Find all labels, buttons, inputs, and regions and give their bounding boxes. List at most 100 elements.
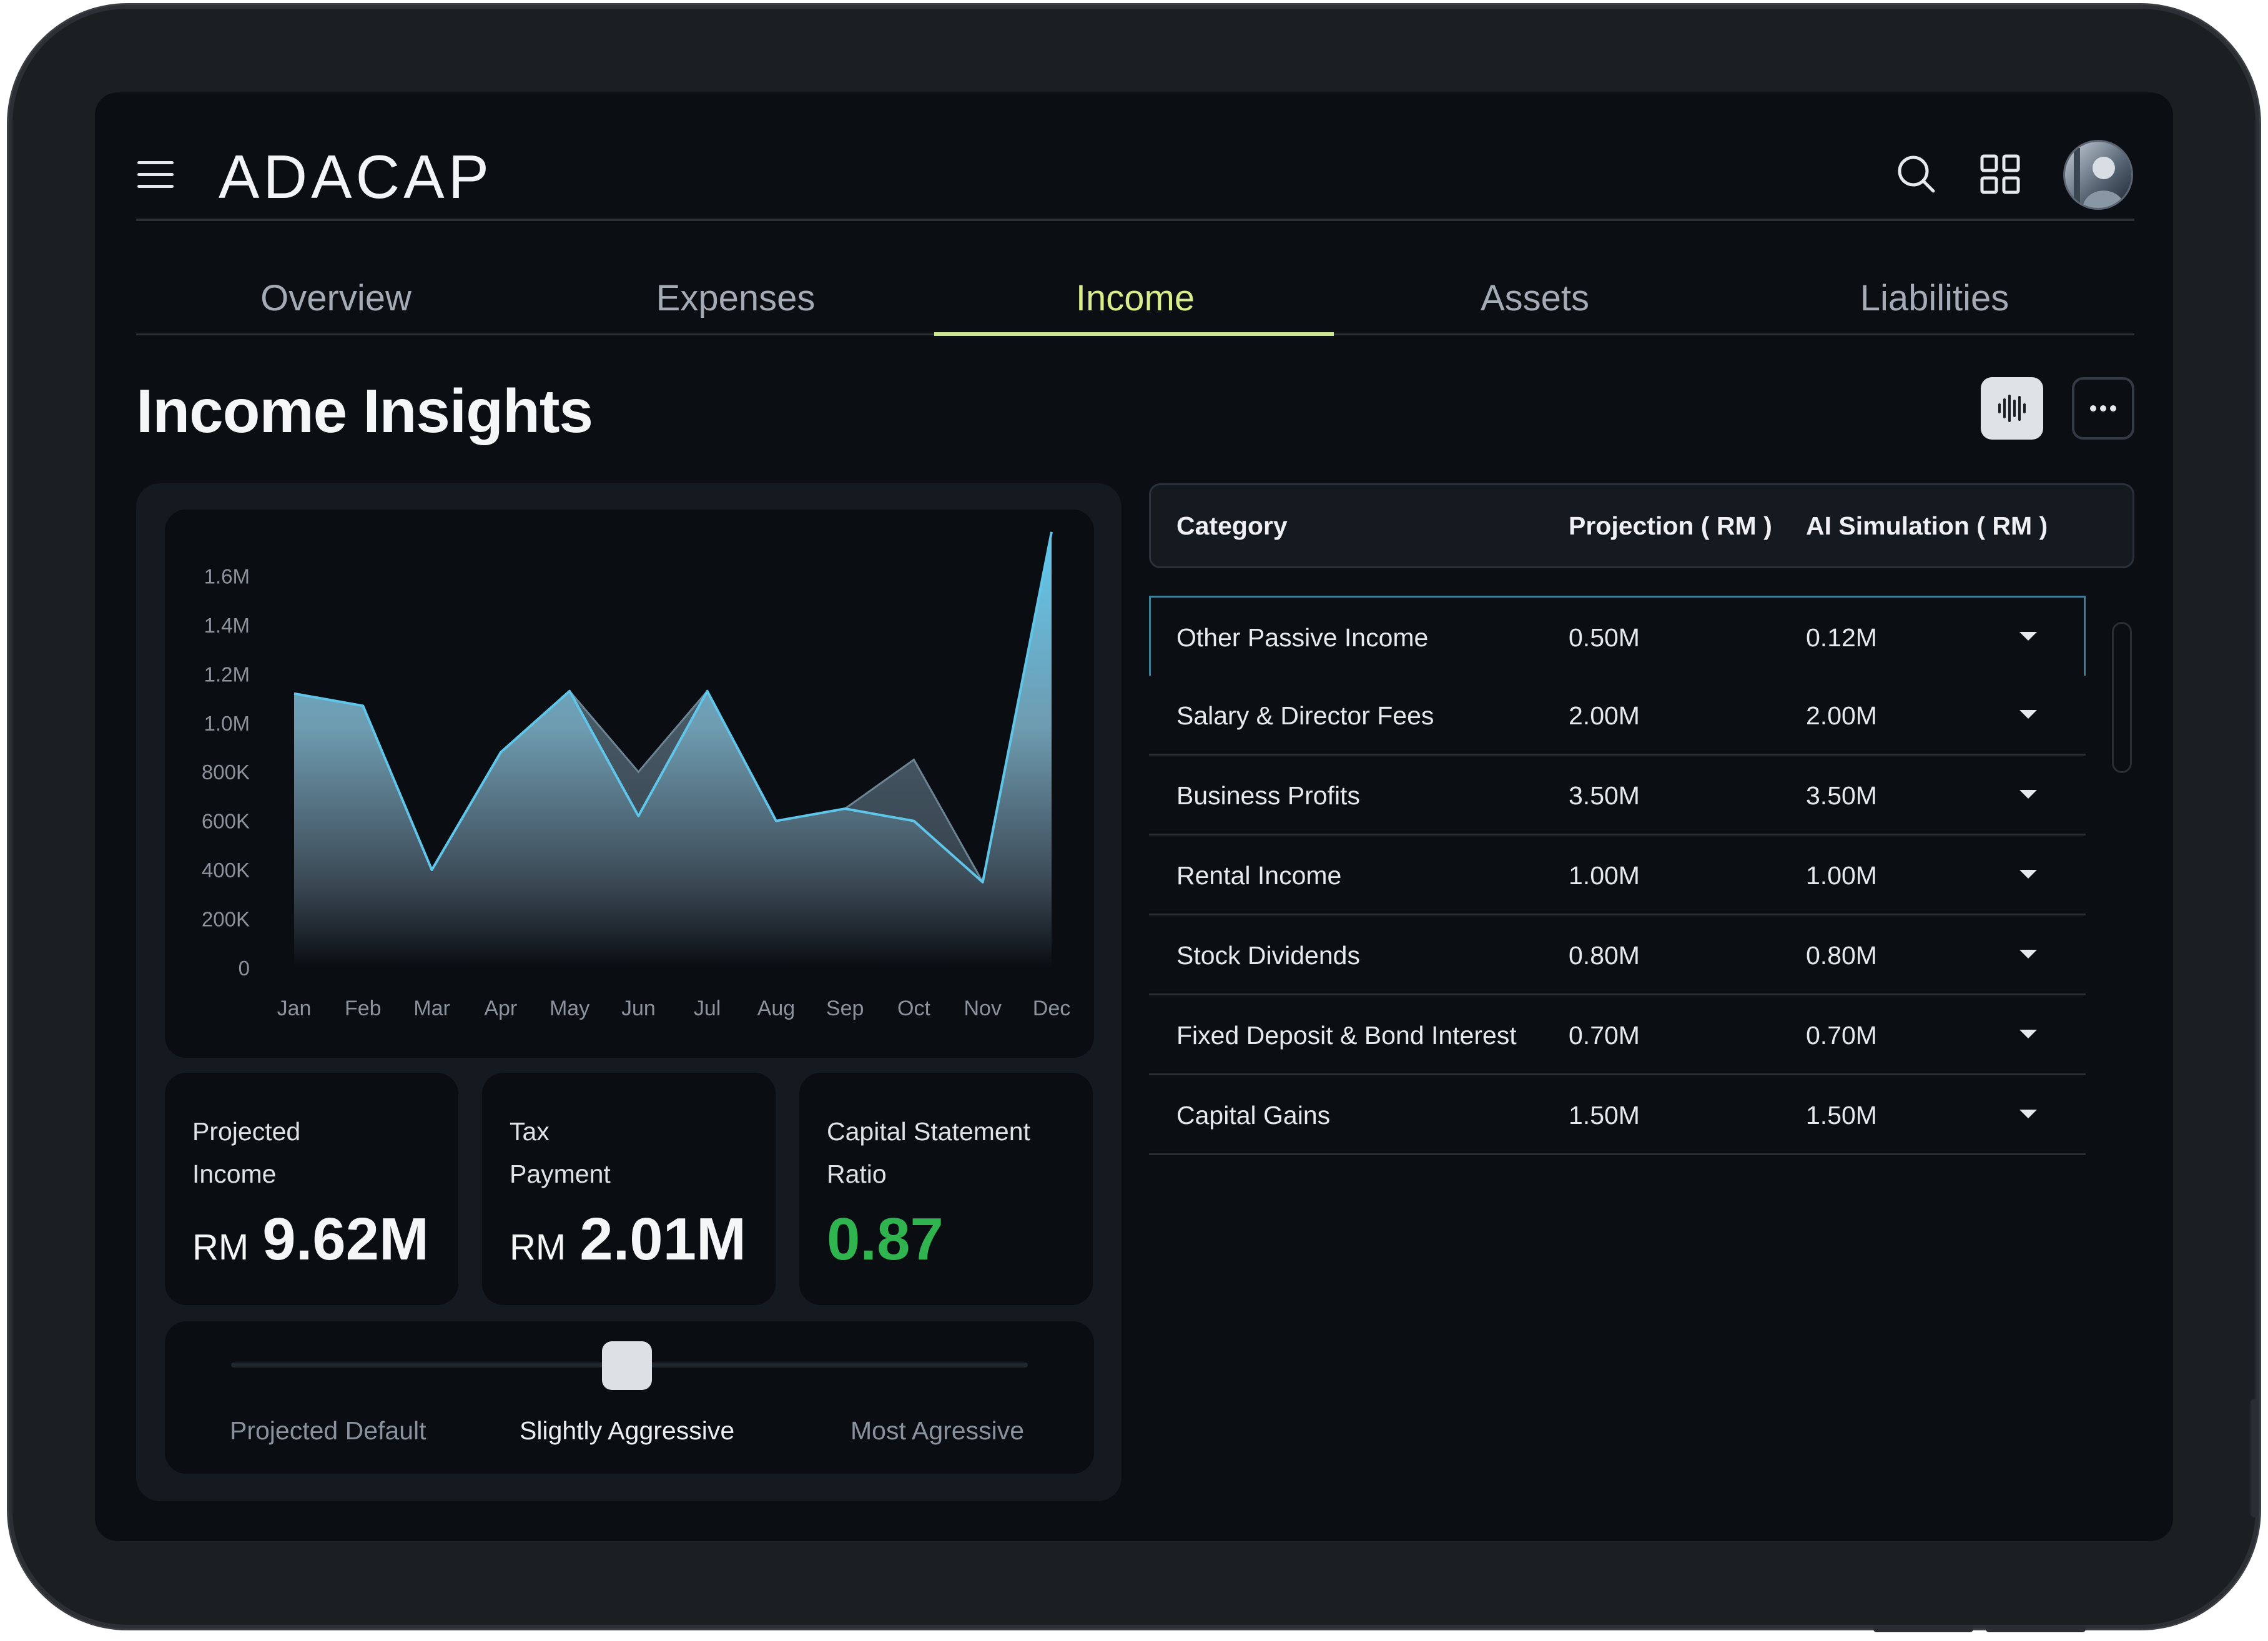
page-title: Income Insights xyxy=(136,377,593,445)
tab-liabilities[interactable]: Liabilities xyxy=(1860,278,2009,318)
app-logo: ADACAP xyxy=(219,142,493,211)
x-tick-label: Apr xyxy=(484,997,517,1020)
cell-projection: 0.50M xyxy=(1569,623,1640,652)
kpi-label: Tax Payment xyxy=(510,1117,611,1188)
row-divider xyxy=(1149,914,2086,915)
row-divider xyxy=(1149,754,2086,756)
cell-projection: 1.50M xyxy=(1569,1101,1640,1130)
cell-category: Other Passive Income xyxy=(1176,623,1429,652)
kpi-label: Capital Statement Ratio xyxy=(827,1117,1030,1188)
cell-projection: 2.00M xyxy=(1569,701,1640,730)
table-row[interactable]: Business Profits 3.50M 3.50M xyxy=(1149,756,2086,835)
table-row[interactable]: Capital Gains 1.50M 1.50M xyxy=(1149,1075,2086,1155)
slider-option-most-aggressive[interactable]: Most Agressive xyxy=(850,1416,1024,1445)
cell-ai-simulation: 0.12M xyxy=(1806,623,1877,652)
x-tick-label: Feb xyxy=(345,997,382,1020)
row-divider xyxy=(1149,1153,2086,1155)
kpi-value: RM 2.01M xyxy=(510,1206,747,1273)
cell-ai-simulation: 3.50M xyxy=(1806,781,1877,810)
cell-ai-simulation: 2.00M xyxy=(1806,701,1877,730)
cell-projection: 0.80M xyxy=(1569,941,1640,970)
income-area-chart: 1.6M 1.4M 1.2M 1.0M 800K 600K 400K 200K 0 Jan Feb… xyxy=(202,531,1070,1020)
x-tick-label: May xyxy=(550,997,589,1020)
row-divider xyxy=(1149,1073,2086,1075)
table-scrollbar[interactable] xyxy=(2112,622,2132,773)
y-tick-label: 400K xyxy=(202,859,250,882)
cell-projection: 3.50M xyxy=(1569,781,1640,810)
y-tick-label: 1.0M xyxy=(204,712,250,735)
x-tick-label: Oct xyxy=(897,997,930,1020)
device-bottom-button-2 xyxy=(1986,1626,2086,1632)
chevron-down-icon[interactable] xyxy=(2019,950,2037,958)
series-1-line xyxy=(293,531,1053,884)
cell-projection: 1.00M xyxy=(1569,861,1640,890)
x-tick-label: Aug xyxy=(757,997,796,1020)
column-header-category[interactable]: Category xyxy=(1176,511,1288,540)
chevron-down-icon[interactable] xyxy=(2019,790,2037,799)
row-divider xyxy=(1149,834,2086,835)
cell-ai-simulation: 1.00M xyxy=(1806,861,1877,890)
chevron-down-icon[interactable] xyxy=(2019,632,2037,641)
cell-category: Fixed Deposit & Bond Interest xyxy=(1176,1021,1517,1050)
cell-category: Business Profits xyxy=(1176,781,1360,810)
tab-assets[interactable]: Assets xyxy=(1480,278,1590,318)
y-tick-label: 200K xyxy=(202,908,250,931)
grid-icon[interactable] xyxy=(1978,152,2022,196)
table-row[interactable]: Rental Income 1.00M 1.00M xyxy=(1149,835,2086,915)
y-tick-label: 1.4M xyxy=(204,614,250,637)
row-divider xyxy=(1149,993,2086,995)
slider-option-slightly-aggressive[interactable]: Slightly Aggressive xyxy=(520,1416,735,1445)
cell-category: Rental Income xyxy=(1176,861,1342,890)
y-tick-label: 0 xyxy=(239,957,250,980)
search-icon[interactable] xyxy=(1895,152,1938,196)
scenario-slider-thumb[interactable] xyxy=(602,1341,652,1390)
slider-option-projected-default[interactable]: Projected Default xyxy=(230,1416,426,1445)
kpi-capital-statement-ratio: Capital Statement Ratio 0.87 xyxy=(799,1073,1093,1305)
more-options-button[interactable] xyxy=(2072,377,2134,440)
device-bottom-button xyxy=(1873,1626,1973,1632)
column-header-ai-simulation[interactable]: AI Simulation ( RM ) xyxy=(1806,511,2048,540)
table-row[interactable]: Other Passive Income 0.50M 0.12M xyxy=(1149,596,2086,676)
income-chart-card: 1.6M 1.4M 1.2M 1.0M 800K 600K 400K 200K 0 Jan Feb… xyxy=(165,510,1094,1058)
voice-button[interactable] xyxy=(1981,377,2043,440)
tab-expenses[interactable]: Expenses xyxy=(656,278,816,318)
chevron-down-icon[interactable] xyxy=(2019,1030,2037,1038)
cell-ai-simulation: 1.50M xyxy=(1806,1101,1877,1130)
y-tick-label: 600K xyxy=(202,810,250,833)
table-row[interactable]: Fixed Deposit & Bond Interest 0.70M 0.70M xyxy=(1149,995,2086,1075)
cell-ai-simulation: 0.70M xyxy=(1806,1021,1877,1050)
y-tick-label: 1.2M xyxy=(204,663,250,686)
kpi-projected-income: Projected Income RM 9.62M xyxy=(165,1073,458,1305)
chevron-down-icon[interactable] xyxy=(2019,870,2037,879)
table-row[interactable]: Salary & Director Fees 2.00M 2.00M xyxy=(1149,676,2086,756)
series-1-area xyxy=(294,531,1052,968)
hamburger-icon[interactable] xyxy=(137,161,174,189)
kpi-label: Projected Income xyxy=(192,1117,301,1188)
tab-income[interactable]: Income xyxy=(1075,278,1195,318)
x-tick-label: Mar xyxy=(413,997,450,1020)
app-screen: ADACAP Overview Expenses Income Assets L… xyxy=(95,92,2173,1541)
cell-category: Stock Dividends xyxy=(1176,941,1360,970)
y-tick-label: 1.6M xyxy=(204,564,250,588)
table-row[interactable]: Stock Dividends 0.80M 0.80M xyxy=(1149,915,2086,995)
x-tick-label: Jul xyxy=(694,997,721,1020)
device-side-button xyxy=(2251,1399,2258,1517)
x-tick-label: Jun xyxy=(621,997,656,1020)
y-tick-label: 800K xyxy=(202,761,250,784)
kpi-value: 0.87 xyxy=(827,1206,944,1273)
chevron-down-icon[interactable] xyxy=(2019,1110,2037,1118)
avatar[interactable] xyxy=(2063,140,2133,210)
kpi-tax-payment: Tax Payment RM 2.01M xyxy=(482,1073,776,1305)
header-divider xyxy=(136,219,2134,221)
kpi-value: RM 9.62M xyxy=(192,1206,430,1273)
waveform-icon xyxy=(1998,395,2026,422)
x-tick-label: Dec xyxy=(1033,997,1070,1020)
column-header-projection[interactable]: Projection ( RM ) xyxy=(1569,511,1772,540)
cell-ai-simulation: 0.80M xyxy=(1806,941,1877,970)
cell-projection: 0.70M xyxy=(1569,1021,1640,1050)
chevron-down-icon[interactable] xyxy=(2019,710,2037,719)
table-header xyxy=(1149,483,2134,568)
x-tick-label: Nov xyxy=(964,997,1001,1020)
tab-overview[interactable]: Overview xyxy=(260,278,412,318)
more-horizontal-icon xyxy=(2090,405,2116,411)
